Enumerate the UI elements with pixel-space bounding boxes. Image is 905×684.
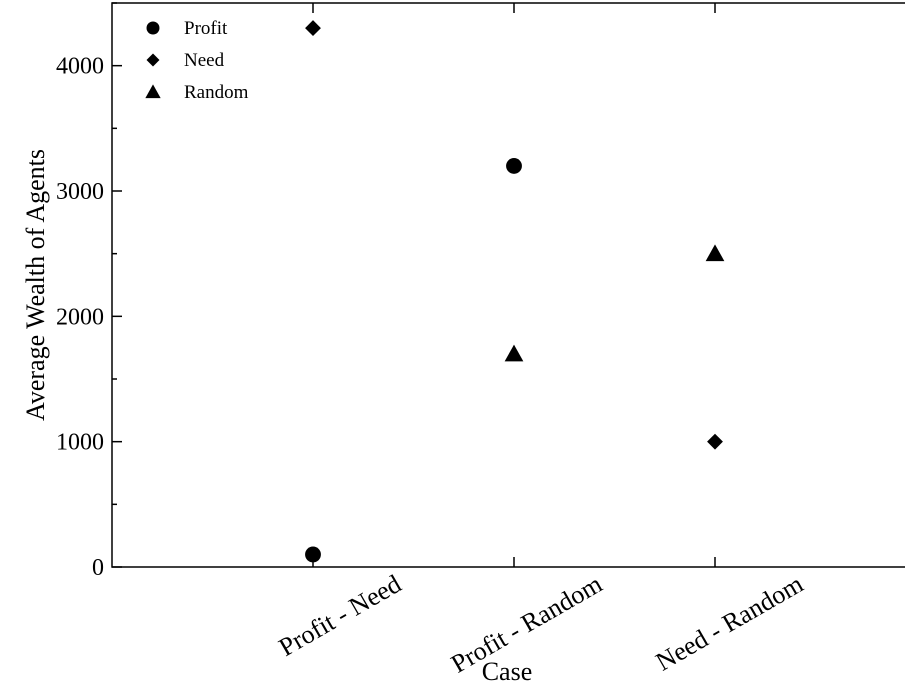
legend-label-profit: Profit <box>184 18 228 39</box>
data-point-profit <box>305 546 321 563</box>
x-axis-label: Case <box>482 657 533 684</box>
y-tick-label: 1000 <box>56 430 104 456</box>
data-markers <box>305 20 725 563</box>
data-point-random <box>705 244 725 262</box>
y-tick-label: 0 <box>92 555 104 581</box>
legend-label-need: Need <box>184 50 225 71</box>
y-axis-ticks: 0 1000 2000 3000 4000 <box>56 2 122 581</box>
data-point-random <box>504 344 524 362</box>
data-point-profit <box>506 158 522 174</box>
x-tick-label-profit-need: Profit - Need <box>274 569 406 662</box>
y-axis-label: Average Wealth of Agents <box>21 149 50 421</box>
x-tick-label-need-random: Need - Random <box>651 569 808 676</box>
y-tick-label: 2000 <box>56 304 104 330</box>
y-tick-label: 4000 <box>56 54 104 80</box>
y-tick-label: 3000 <box>56 179 104 205</box>
x-axis-ticks: Profit - Need Profit - Random Need - Rando… <box>274 3 808 679</box>
legend: Profit Need Random <box>145 18 249 103</box>
legend-marker-random <box>145 84 161 99</box>
legend-marker-need <box>146 53 160 67</box>
legend-marker-profit <box>146 21 160 35</box>
data-point-need <box>305 20 321 36</box>
legend-label-random: Random <box>184 82 249 103</box>
data-point-need <box>707 433 723 450</box>
